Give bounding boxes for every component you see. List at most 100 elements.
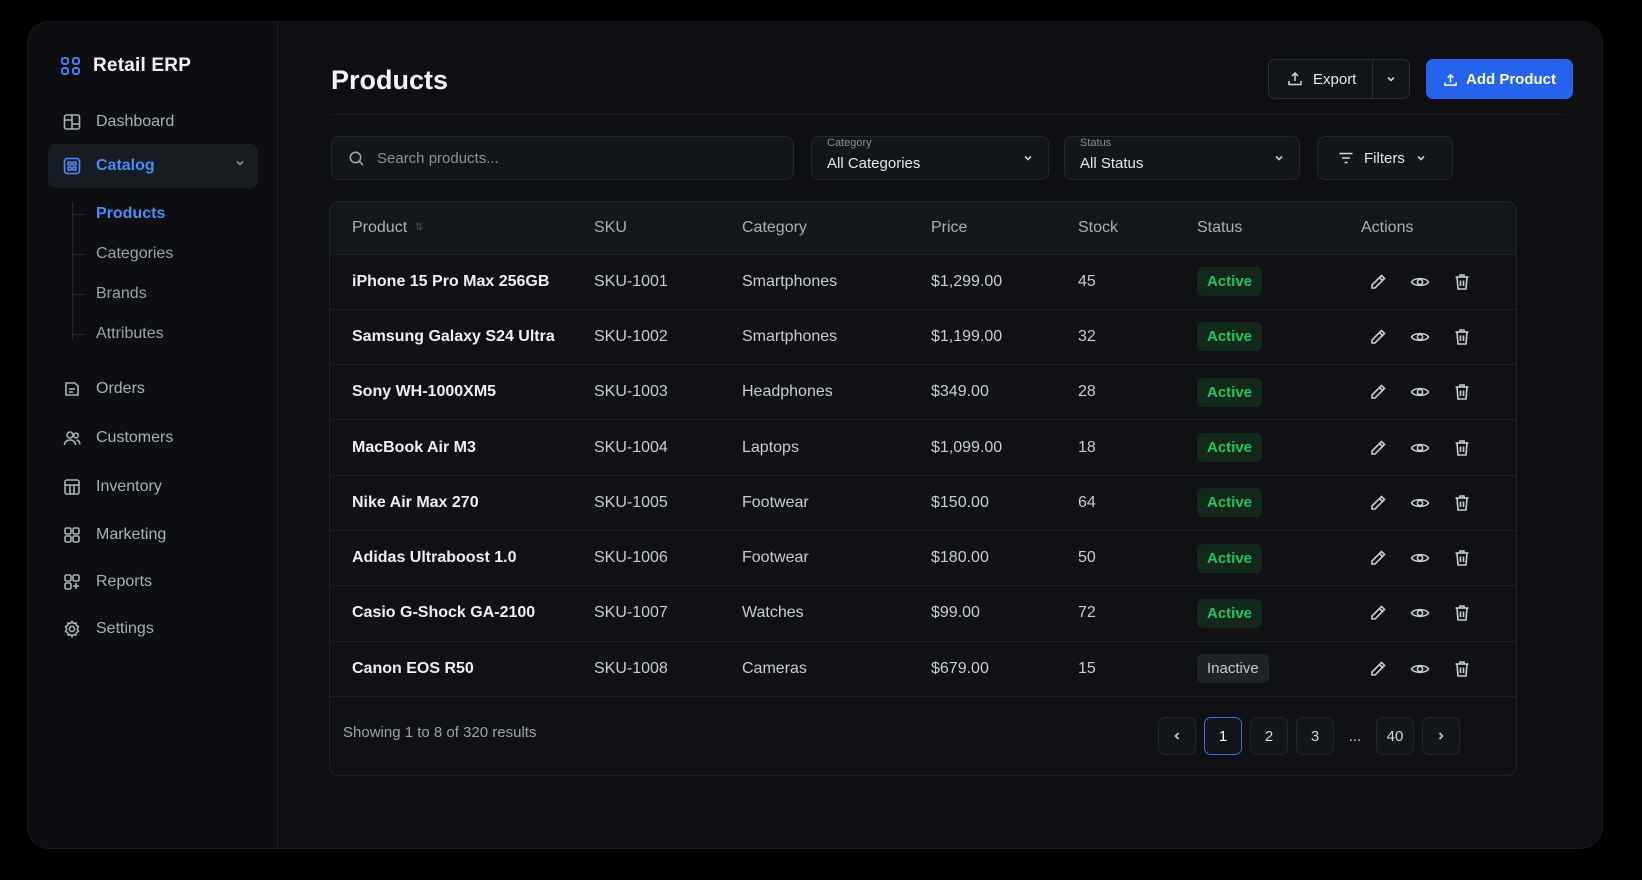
- table-row[interactable]: Nike Air Max 270 SKU-1005 Footwear $150.00 6…: [330, 475, 1516, 530]
- customers-icon: [62, 428, 82, 448]
- chevron-down-icon: [1415, 152, 1427, 164]
- column-header-label: Product: [352, 218, 408, 236]
- edit-icon[interactable]: [1367, 326, 1389, 348]
- edit-icon[interactable]: [1367, 547, 1389, 569]
- delete-icon[interactable]: [1451, 437, 1473, 459]
- table-body: iPhone 15 Pro Max 256GB SKU-1001 Smartphon…: [330, 254, 1516, 696]
- cell-product[interactable]: iPhone 15 Pro Max 256GB: [352, 272, 550, 290]
- cell-category: Cameras: [742, 659, 807, 677]
- table-row[interactable]: Samsung Galaxy S24 Ultra SKU-1002 Smartpho…: [330, 309, 1516, 364]
- edit-icon[interactable]: [1367, 492, 1389, 514]
- edit-icon[interactable]: [1367, 658, 1389, 680]
- export-dropdown-toggle[interactable]: [1373, 73, 1409, 85]
- cell-sku: SKU-1003: [594, 383, 668, 401]
- table-row[interactable]: Casio G-Shock GA-2100 SKU-1007 Watches $99.…: [330, 585, 1516, 641]
- cell-status: Active: [1197, 475, 1361, 530]
- category-select-label: Category: [827, 137, 872, 149]
- cell-price: $150.00: [931, 493, 989, 511]
- view-icon[interactable]: [1409, 492, 1431, 514]
- add-product-button[interactable]: Add Product: [1426, 59, 1573, 99]
- sidebar-item-label: Dashboard: [96, 113, 175, 130]
- sort-icon[interactable]: ⇅: [415, 222, 424, 234]
- cell-actions: [1361, 365, 1516, 420]
- products-table: Product ⇅ SKU Category Price Stock Status…: [330, 202, 1516, 696]
- edit-icon[interactable]: [1367, 271, 1389, 293]
- view-icon[interactable]: [1409, 437, 1431, 459]
- view-icon[interactable]: [1409, 547, 1431, 569]
- page-button-40[interactable]: 40: [1376, 717, 1414, 755]
- page-button-3[interactable]: 3: [1296, 717, 1334, 755]
- cell-sku: SKU-1001: [594, 272, 668, 290]
- brand-name: Retail ERP: [93, 55, 192, 76]
- cell-product[interactable]: Casio G-Shock GA-2100: [352, 604, 536, 622]
- page-button-2[interactable]: 2: [1250, 717, 1288, 755]
- sidebar-item-catalog[interactable]: Catalog: [48, 144, 258, 188]
- prev-page-button[interactable]: [1158, 717, 1196, 755]
- cell-product[interactable]: Nike Air Max 270: [352, 493, 479, 511]
- sidebar-item-orders[interactable]: Orders: [48, 364, 258, 413]
- view-icon[interactable]: [1409, 602, 1431, 624]
- cell-product[interactable]: Adidas Ultraboost 1.0: [352, 549, 517, 567]
- search-input[interactable]: [377, 149, 777, 167]
- search-field[interactable]: [331, 136, 794, 180]
- delete-icon[interactable]: [1451, 271, 1473, 293]
- chevron-down-icon: [1385, 73, 1397, 85]
- sidebar-subitem-categories[interactable]: Categories: [72, 234, 258, 274]
- view-icon[interactable]: [1409, 658, 1431, 680]
- category-select[interactable]: Category All Categories: [811, 136, 1049, 180]
- view-icon[interactable]: [1409, 271, 1431, 293]
- column-header-status: Status: [1197, 218, 1243, 236]
- cell-actions: [1361, 475, 1516, 530]
- edit-icon[interactable]: [1367, 602, 1389, 624]
- catalog-subnav: Products Categories Brands Attributes: [72, 194, 258, 354]
- cell-status: Active: [1197, 530, 1361, 585]
- cell-product[interactable]: Samsung Galaxy S24 Ultra: [352, 327, 555, 345]
- sidebar-subitem-brands[interactable]: Brands: [72, 274, 258, 314]
- sidebar-item-dashboard[interactable]: Dashboard: [48, 100, 258, 144]
- status-select[interactable]: Status All Status: [1064, 136, 1300, 180]
- export-button[interactable]: Export: [1268, 59, 1410, 99]
- sidebar-subitem-products[interactable]: Products: [72, 194, 258, 234]
- next-page-button[interactable]: [1422, 717, 1460, 755]
- delete-icon[interactable]: [1451, 547, 1473, 569]
- cell-product[interactable]: Canon EOS R50: [352, 659, 474, 677]
- delete-icon[interactable]: [1451, 326, 1473, 348]
- view-icon[interactable]: [1409, 326, 1431, 348]
- cell-actions: [1361, 641, 1516, 696]
- sidebar-item-reports[interactable]: Reports: [48, 558, 258, 605]
- cell-category: Smartphones: [742, 272, 838, 290]
- sidebar-item-marketing[interactable]: Marketing: [48, 511, 258, 558]
- delete-icon[interactable]: [1451, 658, 1473, 680]
- sidebar-item-customers[interactable]: Customers: [48, 413, 258, 462]
- table-row[interactable]: MacBook Air M3 SKU-1004 Laptops $1,099.00 18…: [330, 419, 1516, 475]
- table-row[interactable]: Canon EOS R50 SKU-1008 Cameras $679.00 15 Ina…: [330, 641, 1516, 696]
- delete-icon[interactable]: [1451, 492, 1473, 514]
- table-row[interactable]: Adidas Ultraboost 1.0 SKU-1006 Footwear $18…: [330, 530, 1516, 585]
- delete-icon[interactable]: [1451, 602, 1473, 624]
- delete-icon[interactable]: [1451, 381, 1473, 403]
- table-row[interactable]: Sony WH-1000XM5 SKU-1003 Headphones $349.00…: [330, 364, 1516, 420]
- cell-category: Smartphones: [742, 327, 838, 345]
- cell-stock: 72: [1078, 604, 1096, 622]
- export-main[interactable]: Export: [1269, 60, 1373, 98]
- chevron-down-icon: [1273, 152, 1285, 164]
- edit-icon[interactable]: [1367, 437, 1389, 459]
- view-icon[interactable]: [1409, 381, 1431, 403]
- cell-product[interactable]: MacBook Air M3: [352, 438, 476, 456]
- main-content: Products Export Add Product: [278, 22, 1602, 848]
- page-button-1[interactable]: 1: [1204, 717, 1242, 755]
- cell-price: $349.00: [931, 383, 989, 401]
- sidebar-item-inventory[interactable]: Inventory: [48, 462, 258, 511]
- cell-price: $99.00: [931, 604, 980, 622]
- app-window: Retail ERP Dashboard Catalog Products: [27, 21, 1603, 849]
- sidebar-subitem-attributes[interactable]: Attributes: [72, 314, 258, 354]
- edit-icon[interactable]: [1367, 381, 1389, 403]
- table-row[interactable]: iPhone 15 Pro Max 256GB SKU-1001 Smartphon…: [330, 254, 1516, 309]
- filters-button[interactable]: Filters: [1317, 136, 1453, 180]
- cell-price: $1,299.00: [931, 272, 1003, 290]
- column-header-product[interactable]: Product ⇅: [330, 202, 594, 254]
- brand[interactable]: Retail ERP: [61, 55, 191, 77]
- sidebar-item-settings[interactable]: Settings: [48, 605, 258, 652]
- status-select-label: Status: [1080, 137, 1112, 149]
- cell-product[interactable]: Sony WH-1000XM5: [352, 383, 497, 401]
